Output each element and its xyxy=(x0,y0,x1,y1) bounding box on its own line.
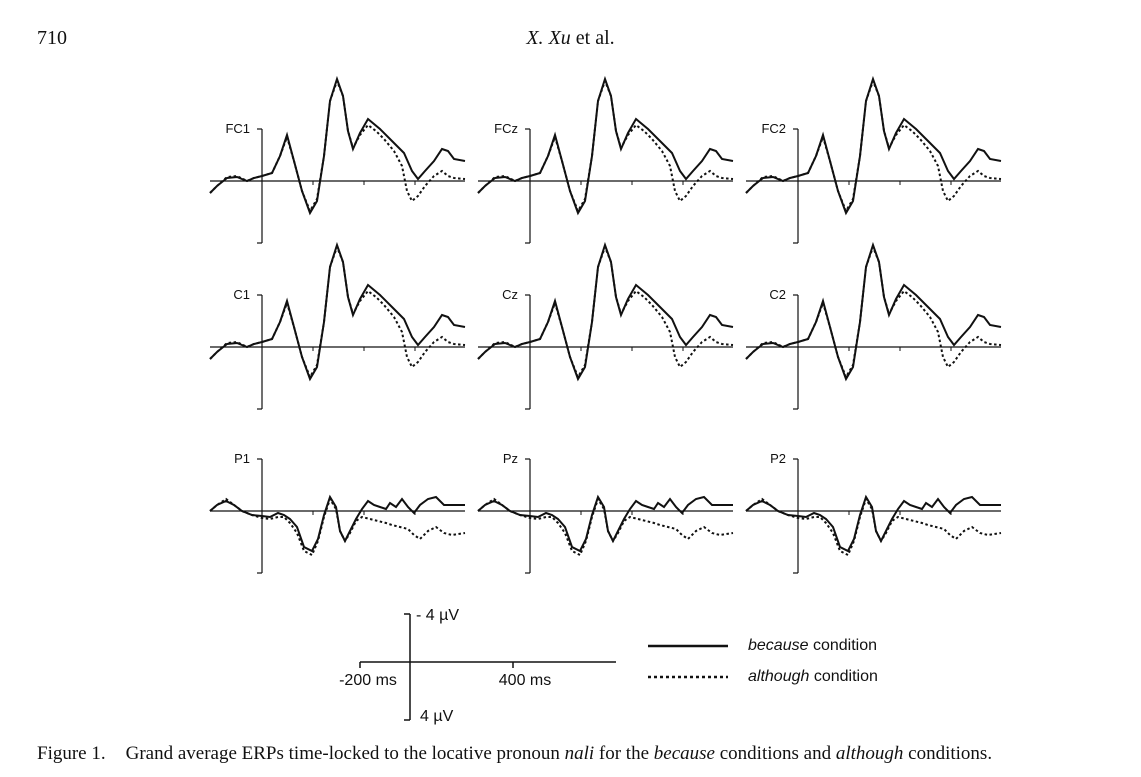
electrode-label-c2: C2 xyxy=(769,287,786,302)
waveform-because-c1 xyxy=(209,241,466,382)
waveform-because-fc2 xyxy=(745,75,1002,216)
waveform-because-cz xyxy=(477,241,734,382)
waveform-although-p1 xyxy=(209,496,466,557)
waveform-although-fc2 xyxy=(745,78,1002,214)
scale-pos-label: 4 µV xyxy=(420,708,454,725)
caption-emph-2: because xyxy=(653,743,715,764)
legend-rest-because: condition xyxy=(809,637,878,654)
author-initial: X. xyxy=(526,27,544,49)
legend-label-because: because condition xyxy=(748,637,877,654)
legend-emph-because: because xyxy=(748,637,809,654)
caption-text-2: for the xyxy=(594,743,654,764)
scale-neg-label: - 4 µV xyxy=(416,607,459,624)
caption-label: Figure 1. xyxy=(37,743,106,764)
waveform-because-p2 xyxy=(745,494,1001,553)
figure-caption: Figure 1. Grand average ERPs time-locked … xyxy=(37,743,992,765)
legend-emph-although: although xyxy=(748,668,809,685)
caption-text-1: Grand average ERPs time-locked to the lo… xyxy=(125,743,565,764)
legend: because condition although condition xyxy=(648,637,878,685)
electrode-label-p1: P1 xyxy=(234,451,250,466)
caption-emph-1: nali xyxy=(564,743,595,764)
page-number: 710 xyxy=(37,27,67,49)
electrode-label-p2: P2 xyxy=(770,451,786,466)
erp-panels: FC1 FCz FC2 C1 Cz C2 P1 Pz P2 xyxy=(209,75,1002,574)
legend-label-although: although condition xyxy=(748,668,878,685)
electrode-label-c1: C1 xyxy=(233,287,250,302)
running-head: X. Xu et al. xyxy=(0,27,1141,50)
waveform-although-cz xyxy=(477,244,734,380)
erp-figure: FC1 FCz FC2 C1 Cz C2 P1 Pz P2 - 4 µV 4 µV -200 m… xyxy=(209,75,1002,725)
waveform-because-c2 xyxy=(745,241,1002,382)
electrode-label-pz: Pz xyxy=(503,451,518,466)
electrode-label-fcz: FCz xyxy=(494,121,518,136)
waveform-although-pz xyxy=(477,496,734,557)
author-suffix: et al. xyxy=(575,27,615,49)
caption-text-3: conditions and xyxy=(714,743,836,764)
waveform-because-p1 xyxy=(209,494,465,553)
caption-text-4: conditions. xyxy=(903,743,993,764)
waveform-because-fc1 xyxy=(209,75,466,216)
waveform-although-p2 xyxy=(745,496,1002,557)
waveform-because-fcz xyxy=(477,75,734,216)
caption-emph-3: although xyxy=(835,743,904,764)
waveform-although-fc1 xyxy=(209,78,466,214)
waveform-although-c1 xyxy=(209,244,466,380)
waveform-although-c2 xyxy=(745,244,1002,380)
scale-x-start-label: -200 ms xyxy=(339,672,397,689)
legend-rest-although: condition xyxy=(809,668,878,685)
electrode-label-cz: Cz xyxy=(502,287,518,302)
author-surname: Xu xyxy=(548,27,571,49)
waveform-because-pz xyxy=(477,494,733,553)
scale-bar: - 4 µV 4 µV -200 ms 400 ms xyxy=(339,607,616,725)
waveform-although-fcz xyxy=(477,78,734,214)
electrode-label-fc1: FC1 xyxy=(225,121,250,136)
electrode-label-fc2: FC2 xyxy=(761,121,786,136)
scale-x-mid-label: 400 ms xyxy=(499,672,551,689)
